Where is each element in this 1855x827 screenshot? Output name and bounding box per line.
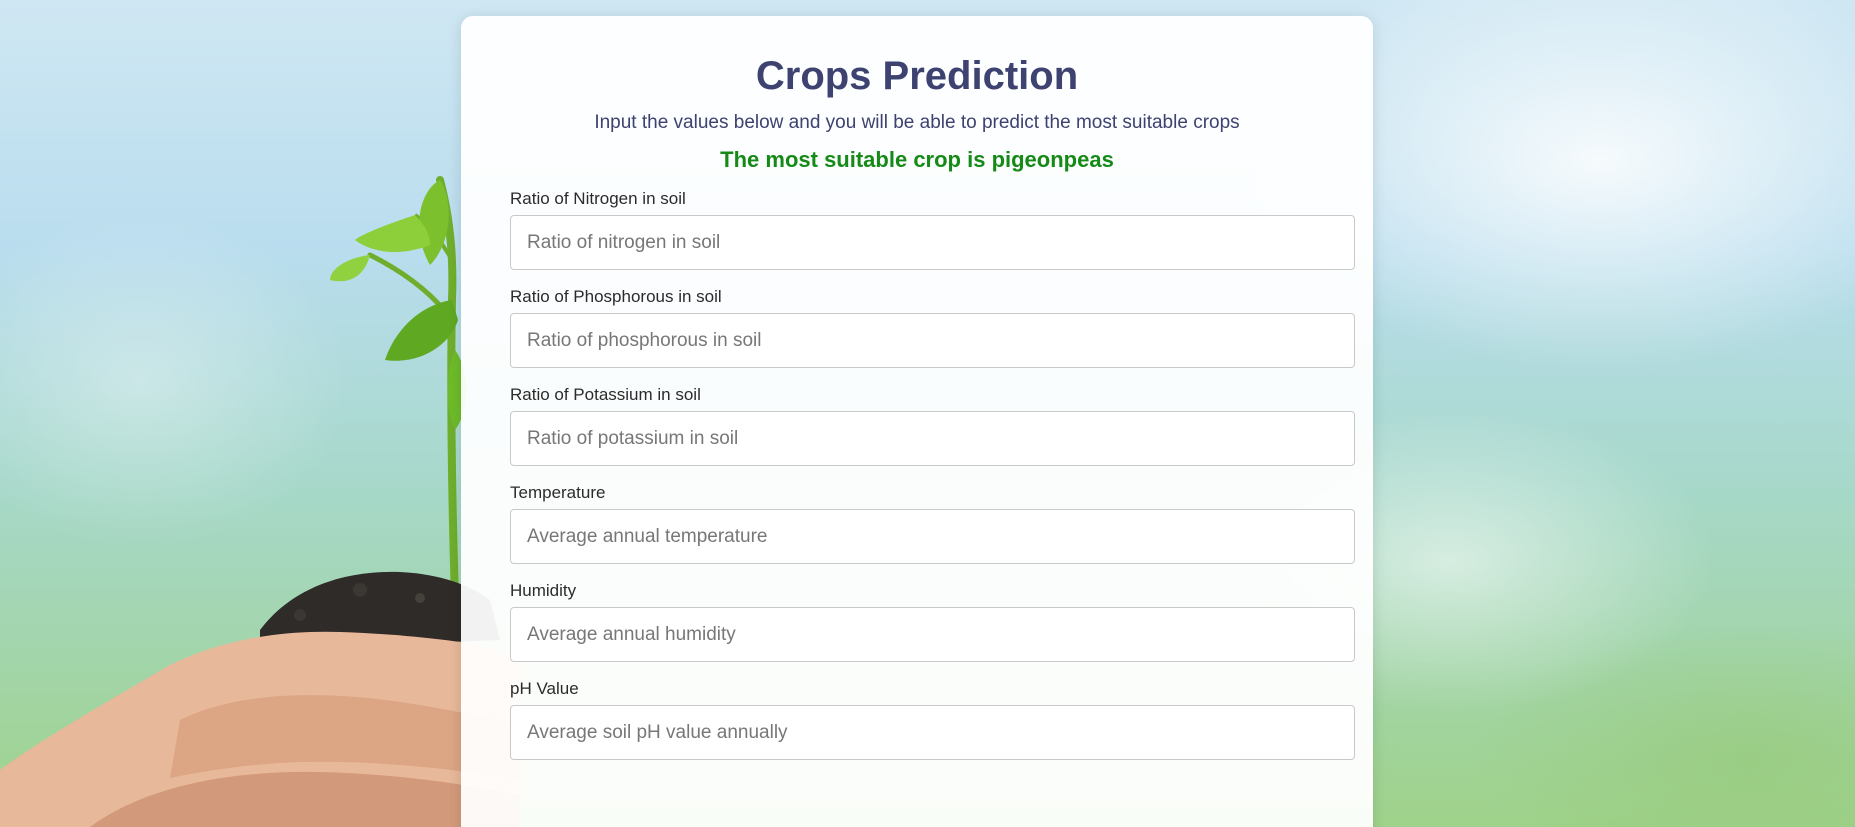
potassium-input[interactable] [510, 411, 1355, 466]
potassium-field-group: Ratio of Potassium in soil [510, 385, 1355, 466]
temperature-input[interactable] [510, 509, 1355, 564]
humidity-label: Humidity [510, 581, 577, 600]
seedling-in-hand-illustration [0, 176, 520, 827]
prediction-form-card: Crops Prediction Input the values below … [461, 16, 1373, 827]
nitrogen-field-group: Ratio of Nitrogen in soil [510, 189, 1355, 270]
crop-input-form: Ratio of Nitrogen in soil Ratio of Phosp… [510, 189, 1355, 760]
ph-field-group: pH Value [510, 679, 1355, 760]
phosphorous-label: Ratio of Phosphorous in soil [510, 287, 722, 306]
humidity-input[interactable] [510, 607, 1355, 662]
phosphorous-input[interactable] [510, 313, 1355, 368]
phosphorous-field-group: Ratio of Phosphorous in soil [510, 287, 1355, 368]
prediction-result: The most suitable crop is pigeonpeas [720, 147, 1114, 172]
page-title: Crops Prediction [755, 54, 1079, 98]
temperature-label: Temperature [510, 483, 606, 502]
nitrogen-label: Ratio of Nitrogen in soil [510, 189, 686, 208]
potassium-label: Ratio of Potassium in soil [510, 385, 701, 404]
ph-input[interactable] [510, 705, 1355, 760]
temperature-field-group: Temperature [510, 483, 1355, 564]
ph-label: pH Value [510, 679, 579, 698]
page-subtitle: Input the values below and you will be a… [594, 112, 1240, 133]
humidity-field-group: Humidity [510, 581, 1355, 662]
nitrogen-input[interactable] [510, 215, 1355, 270]
